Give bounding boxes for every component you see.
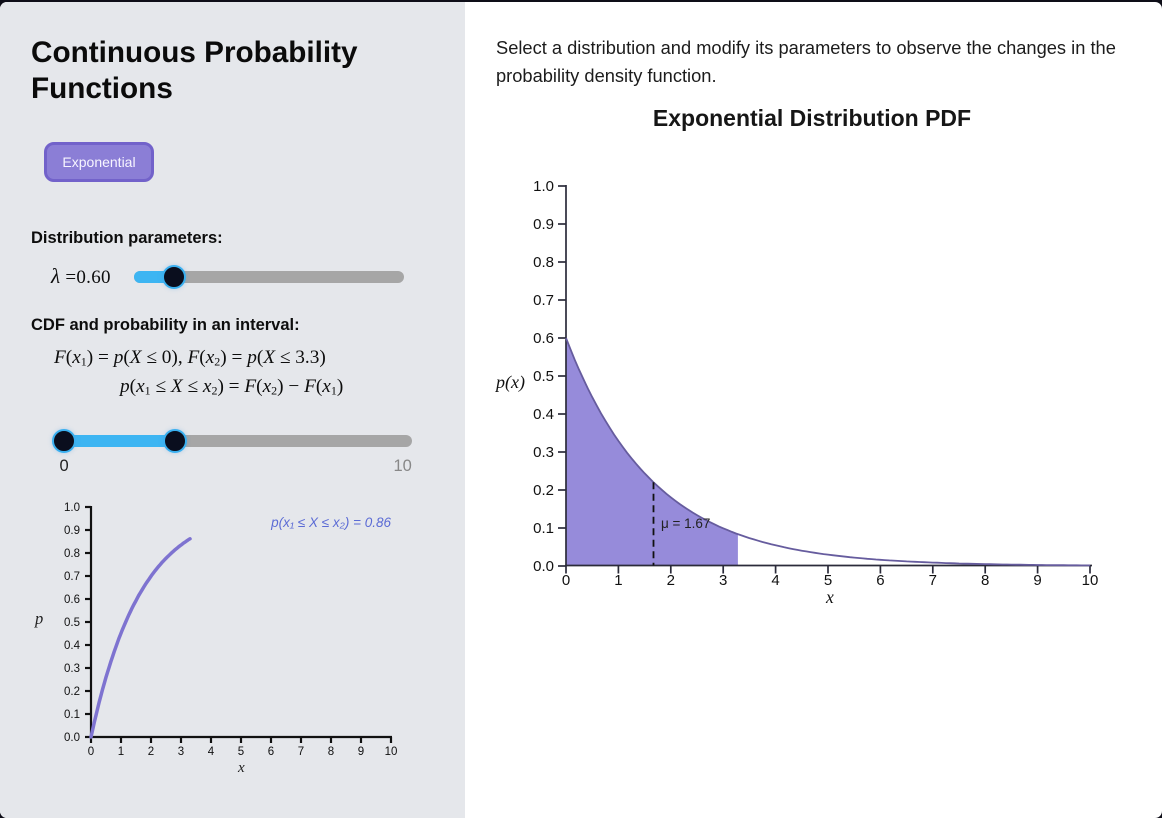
svg-text:3: 3 (178, 746, 184, 758)
svg-text:9: 9 (1033, 572, 1041, 589)
svg-text:0.9: 0.9 (64, 525, 80, 537)
svg-text:0.2: 0.2 (64, 686, 80, 698)
svg-text:4: 4 (771, 572, 779, 589)
svg-text:0.9: 0.9 (533, 216, 554, 233)
svg-text:0.5: 0.5 (533, 368, 554, 385)
svg-text:5: 5 (238, 746, 244, 758)
svg-text:1: 1 (614, 572, 622, 589)
svg-text:0.1: 0.1 (64, 709, 80, 721)
svg-text:0.3: 0.3 (533, 444, 554, 461)
svg-text:0.4: 0.4 (533, 406, 554, 423)
svg-text:5: 5 (824, 572, 832, 589)
svg-text:x: x (825, 587, 834, 607)
svg-text:μ = 1.67: μ = 1.67 (661, 516, 710, 531)
svg-text:1: 1 (118, 746, 124, 758)
svg-text:10: 10 (385, 746, 398, 758)
svg-text:0.5: 0.5 (64, 617, 80, 629)
svg-text:p(x): p(x) (494, 372, 525, 393)
svg-text:0.7: 0.7 (64, 571, 80, 583)
svg-text:3: 3 (719, 572, 727, 589)
svg-text:2: 2 (667, 572, 675, 589)
svg-text:10: 10 (1082, 572, 1099, 589)
svg-text:0.0: 0.0 (64, 732, 80, 744)
svg-text:6: 6 (876, 572, 884, 589)
svg-text:8: 8 (981, 572, 989, 589)
svg-text:p(x₁ ≤ X ≤ x₂) = 0.86: p(x₁ ≤ X ≤ x₂) = 0.86 (270, 515, 391, 530)
svg-text:1.0: 1.0 (64, 502, 80, 514)
svg-text:0.1: 0.1 (533, 520, 554, 537)
svg-text:0.3: 0.3 (64, 663, 80, 675)
svg-text:6: 6 (268, 746, 274, 758)
svg-text:4: 4 (208, 746, 215, 758)
svg-text:0: 0 (562, 572, 570, 589)
svg-text:0.4: 0.4 (64, 640, 81, 652)
svg-text:0.7: 0.7 (533, 292, 554, 309)
svg-text:2: 2 (148, 746, 154, 758)
svg-text:x: x (237, 760, 245, 776)
svg-text:7: 7 (298, 746, 304, 758)
svg-text:1.0: 1.0 (533, 178, 554, 195)
svg-text:0.8: 0.8 (533, 254, 554, 271)
svg-text:7: 7 (929, 572, 937, 589)
svg-text:0: 0 (88, 746, 94, 758)
svg-text:0.0: 0.0 (533, 558, 554, 575)
svg-text:p: p (34, 609, 43, 628)
svg-text:0.8: 0.8 (64, 548, 80, 560)
svg-text:0.6: 0.6 (64, 594, 80, 606)
svg-text:9: 9 (358, 746, 364, 758)
svg-text:0.2: 0.2 (533, 482, 554, 499)
svg-text:8: 8 (328, 746, 334, 758)
svg-text:0.6: 0.6 (533, 330, 554, 347)
